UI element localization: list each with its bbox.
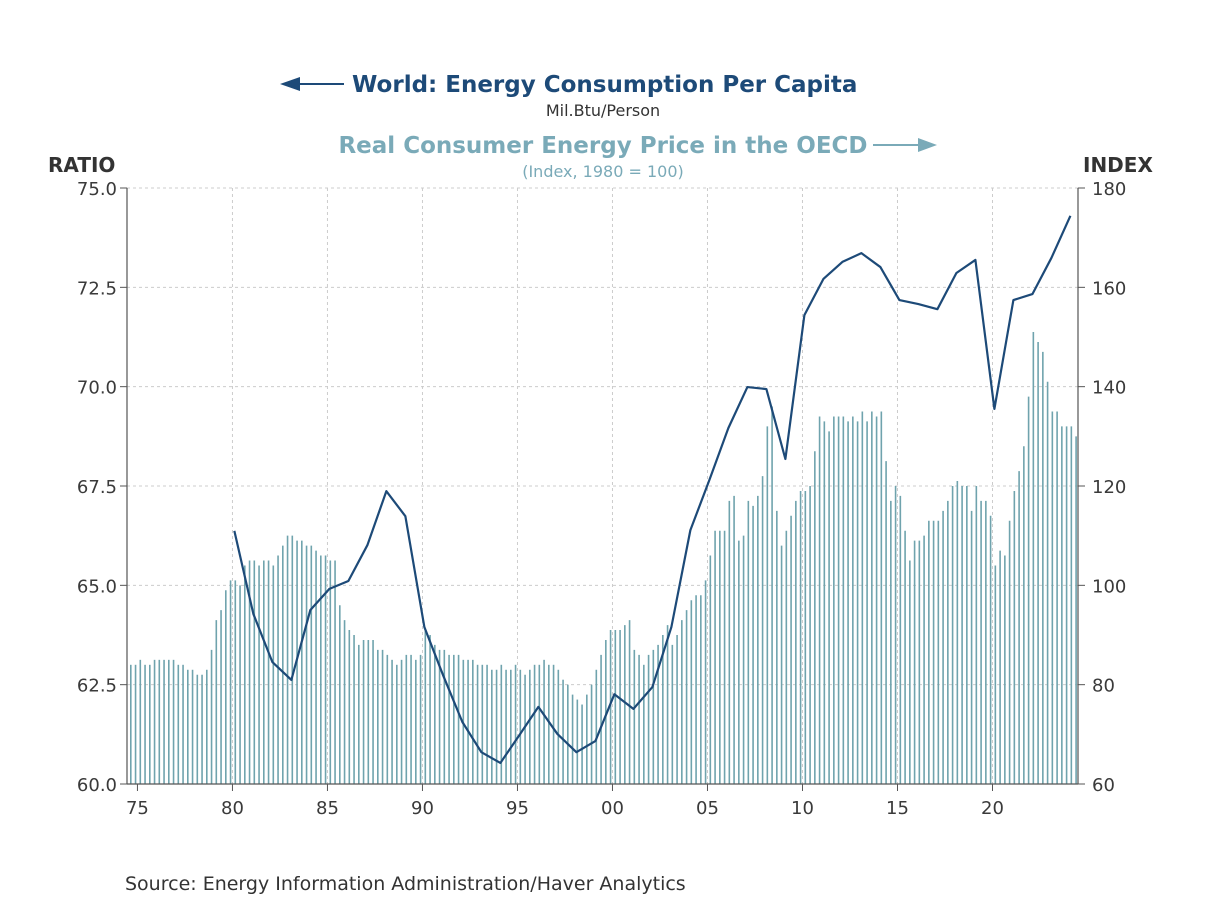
left-y-tick-label: 65.0 (77, 576, 117, 597)
gridlines (127, 188, 1078, 784)
right-y-tick-label: 80 (1092, 676, 1115, 697)
right-y-tick-label: 120 (1092, 477, 1126, 498)
x-tick-label: 10 (791, 798, 814, 819)
left-y-tick-label: 60.0 (77, 775, 117, 796)
right-y-tick-label: 60 (1092, 775, 1115, 796)
consumption-line (234, 216, 1070, 763)
left-y-tick-label: 75.0 (77, 179, 117, 200)
right-y-tick-label: 100 (1092, 576, 1126, 597)
right-series-subtitle: (Index, 1980 = 100) (522, 162, 684, 181)
left-y-tick-label: 62.5 (77, 676, 117, 697)
left-y-tick-label: 72.5 (77, 278, 117, 299)
price-bars (131, 332, 1076, 784)
right-arrowhead-icon (918, 138, 937, 152)
x-tick-label: 05 (696, 798, 719, 819)
consumption-line-path (234, 216, 1070, 763)
x-tick-label: 15 (886, 798, 909, 819)
left-series-subtitle: Mil.Btu/Person (546, 101, 660, 120)
x-tick-label: 90 (411, 798, 434, 819)
left-series-legend: World: Energy Consumption Per Capita Mil… (280, 72, 857, 120)
right-y-tick-label: 160 (1092, 278, 1126, 299)
left-y-tick-label: 70.0 (77, 378, 117, 399)
left-arrowhead-icon (280, 77, 300, 91)
right-y-tick-label: 180 (1092, 179, 1126, 200)
right-series-title: Real Consumer Energy Price in the OECD (338, 133, 867, 159)
x-tick-label: 20 (981, 798, 1004, 819)
source-note: Source: Energy Information Administratio… (125, 873, 686, 895)
right-axis-label: INDEX (1083, 153, 1153, 177)
left-series-title: World: Energy Consumption Per Capita (352, 72, 857, 98)
right-y-tick-label: 140 (1092, 378, 1126, 399)
x-tick-label: 00 (601, 798, 624, 819)
x-tick-label: 95 (506, 798, 529, 819)
left-y-tick-label: 67.5 (77, 477, 117, 498)
x-tick-label: 85 (316, 798, 339, 819)
right-series-legend: Real Consumer Energy Price in the OECD (… (338, 133, 937, 181)
axes (120, 188, 1085, 791)
x-tick-label: 75 (126, 798, 149, 819)
left-axis-label: RATIO (48, 153, 115, 177)
x-tick-label: 80 (221, 798, 244, 819)
